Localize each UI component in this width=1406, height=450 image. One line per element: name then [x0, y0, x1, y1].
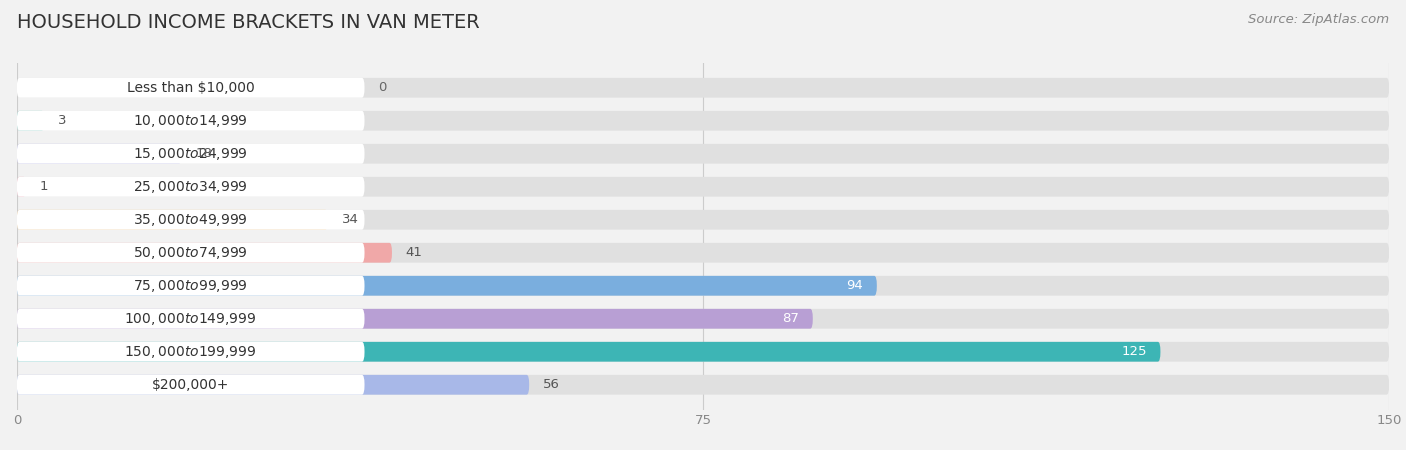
Text: $75,000 to $99,999: $75,000 to $99,999	[134, 278, 247, 294]
Text: 34: 34	[342, 213, 359, 226]
FancyBboxPatch shape	[17, 276, 364, 296]
FancyBboxPatch shape	[17, 375, 529, 395]
FancyBboxPatch shape	[17, 276, 877, 296]
Text: Less than $10,000: Less than $10,000	[127, 81, 254, 95]
Text: $50,000 to $74,999: $50,000 to $74,999	[134, 245, 247, 261]
FancyBboxPatch shape	[17, 243, 1389, 263]
Text: 41: 41	[406, 246, 423, 259]
FancyBboxPatch shape	[17, 309, 1389, 328]
FancyBboxPatch shape	[17, 276, 1389, 296]
Text: $35,000 to $49,999: $35,000 to $49,999	[134, 212, 247, 228]
FancyBboxPatch shape	[17, 309, 813, 328]
Text: 56: 56	[543, 378, 560, 391]
FancyBboxPatch shape	[17, 375, 364, 395]
Text: 18: 18	[195, 147, 212, 160]
FancyBboxPatch shape	[17, 243, 392, 263]
Text: $10,000 to $14,999: $10,000 to $14,999	[134, 113, 247, 129]
FancyBboxPatch shape	[17, 111, 45, 130]
FancyBboxPatch shape	[17, 375, 1389, 395]
FancyBboxPatch shape	[17, 111, 364, 130]
FancyBboxPatch shape	[17, 342, 1160, 362]
FancyBboxPatch shape	[17, 144, 1389, 164]
FancyBboxPatch shape	[17, 342, 1389, 362]
FancyBboxPatch shape	[17, 78, 364, 98]
FancyBboxPatch shape	[17, 177, 1389, 197]
Text: 87: 87	[782, 312, 799, 325]
FancyBboxPatch shape	[17, 309, 364, 328]
Text: 0: 0	[378, 81, 387, 94]
FancyBboxPatch shape	[17, 177, 27, 197]
Text: 1: 1	[39, 180, 48, 193]
FancyBboxPatch shape	[17, 144, 364, 164]
Text: $150,000 to $199,999: $150,000 to $199,999	[125, 344, 257, 360]
Text: 125: 125	[1121, 345, 1147, 358]
Text: HOUSEHOLD INCOME BRACKETS IN VAN METER: HOUSEHOLD INCOME BRACKETS IN VAN METER	[17, 14, 479, 32]
FancyBboxPatch shape	[17, 177, 364, 197]
FancyBboxPatch shape	[17, 78, 1389, 98]
Text: $100,000 to $149,999: $100,000 to $149,999	[125, 311, 257, 327]
FancyBboxPatch shape	[17, 243, 364, 263]
Text: 3: 3	[58, 114, 66, 127]
Text: $15,000 to $24,999: $15,000 to $24,999	[134, 146, 247, 162]
Text: $25,000 to $34,999: $25,000 to $34,999	[134, 179, 247, 195]
FancyBboxPatch shape	[17, 144, 181, 164]
Text: $200,000+: $200,000+	[152, 378, 229, 392]
Text: 94: 94	[846, 279, 863, 292]
FancyBboxPatch shape	[17, 210, 328, 230]
FancyBboxPatch shape	[17, 111, 1389, 130]
FancyBboxPatch shape	[17, 210, 364, 230]
Text: Source: ZipAtlas.com: Source: ZipAtlas.com	[1249, 14, 1389, 27]
FancyBboxPatch shape	[17, 342, 364, 362]
FancyBboxPatch shape	[17, 210, 1389, 230]
